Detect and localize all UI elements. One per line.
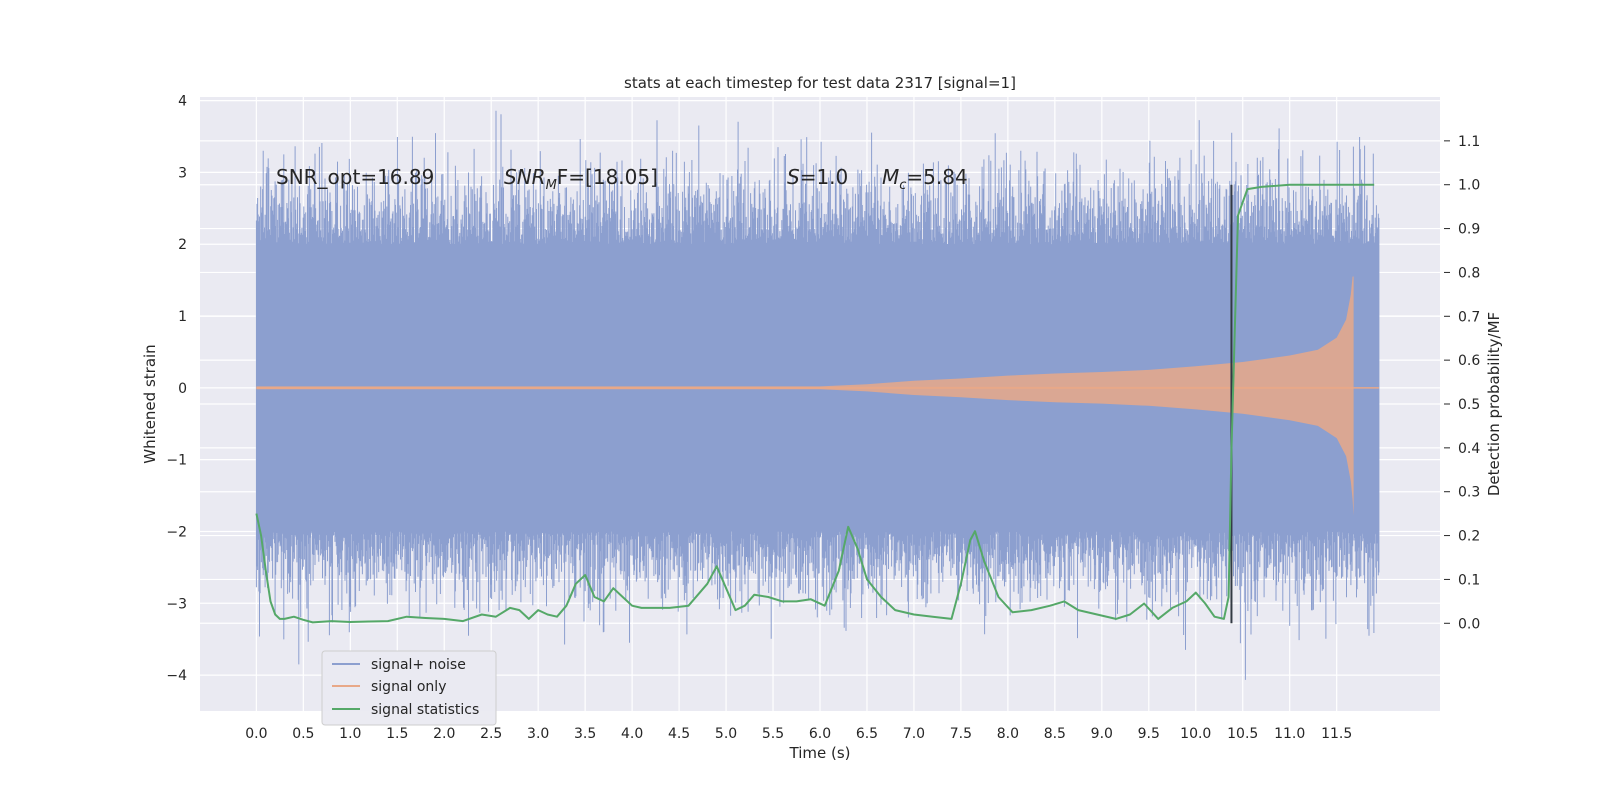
- y-tick-label-left: −1: [166, 453, 187, 469]
- y-tick-label-left: 1: [178, 309, 187, 325]
- snr-mf-sub: M: [546, 178, 557, 193]
- x-tick-label: 4.5: [668, 726, 690, 742]
- x-tick-label: 7.5: [950, 726, 972, 742]
- x-tick-label: 5.0: [715, 726, 737, 742]
- x-tick-label: 11.5: [1321, 726, 1352, 742]
- y-tick-label-left: 4: [178, 94, 187, 110]
- y-axis-label-left: Whitened strain: [141, 344, 159, 463]
- y-tick-label-right: 1.0: [1458, 178, 1480, 194]
- y-tick-label-right: 0.4: [1458, 441, 1480, 457]
- y-tick-label-left: −2: [166, 524, 187, 540]
- x-tick-labels: 0.0 0.5 1.0 1.5 2.0 2.5 3.0 3.5 4.0 4.5 5.0 5.5 6.0 6…: [245, 726, 1352, 742]
- x-tick-label: 8.0: [997, 726, 1019, 742]
- x-tick-label: 10.0: [1180, 726, 1211, 742]
- legend-label-signal-only: signal only: [371, 679, 446, 695]
- y-tick-label-left: 2: [178, 237, 187, 253]
- y-tick-labels-left: −4 −3 −2 −1 0 1 2 3 4: [166, 94, 187, 685]
- legend: signal+ noise signal only signal statist…: [321, 650, 497, 726]
- y-tick-label-left: 3: [178, 165, 187, 181]
- y-tick-label-left: 0: [178, 381, 187, 397]
- x-tick-label: 3.5: [574, 726, 596, 742]
- stat-line: [255, 183, 1375, 624]
- y-tick-label-left: −4: [166, 668, 187, 684]
- x-tick-label: 2.0: [433, 726, 455, 742]
- annotation-snr-mf: SNRMF=[18.05]: [504, 165, 658, 193]
- x-tick-label: 10.5: [1227, 726, 1258, 742]
- s-label: S: [787, 165, 800, 189]
- x-tick-label: 9.0: [1091, 726, 1113, 742]
- y-tick-label-right: 0.8: [1458, 265, 1480, 281]
- mc-sub: c: [899, 178, 906, 193]
- snr-mf-pre: SNR: [504, 165, 546, 189]
- x-axis-label: Time (s): [789, 744, 851, 762]
- legend-label-signal-noise: signal+ noise: [371, 657, 466, 673]
- x-tick-label: 7.0: [903, 726, 925, 742]
- x-tick-label: 8.5: [1044, 726, 1066, 742]
- legend-label-signal-statistics: signal statistics: [371, 702, 479, 718]
- snr-mf-post: F=[18.05]: [557, 165, 658, 189]
- x-tick-label: 1.0: [339, 726, 361, 742]
- annotation-snr-opt: SNR_opt=16.89: [276, 165, 434, 189]
- annotation-mc: Mc=5.84: [882, 165, 968, 193]
- signal-envelope: [256, 276, 1379, 516]
- y-tick-label-left: −3: [166, 596, 187, 612]
- x-tick-label: 0.5: [292, 726, 314, 742]
- annotation-s: S=1.0: [787, 165, 848, 189]
- x-tick-label: 4.0: [621, 726, 643, 742]
- signal-statistics-line: [255, 183, 1375, 624]
- x-tick-label: 9.5: [1138, 726, 1160, 742]
- x-tick-label: 1.5: [386, 726, 408, 742]
- y-tick-labels-right: 0.0 0.1 0.2 0.3 0.4 0.5 0.6 0.7 0.8 0.9 1.0 1.1: [1444, 134, 1480, 632]
- mc-label: M: [882, 165, 899, 189]
- y-tick-label-right: 0.0: [1458, 616, 1480, 632]
- y-tick-label-right: 0.6: [1458, 353, 1480, 369]
- x-tick-label: 5.5: [762, 726, 784, 742]
- y-tick-label-right: 0.5: [1458, 397, 1480, 413]
- mc-value: =5.84: [906, 165, 967, 189]
- y-tick-label-right: 1.1: [1458, 134, 1480, 150]
- s-value: =1.0: [800, 165, 849, 189]
- y-tick-label-right: 0.9: [1458, 222, 1480, 238]
- y-tick-label-right: 0.7: [1458, 309, 1480, 325]
- x-tick-label: 11.0: [1274, 726, 1305, 742]
- y-tick-label-right: 0.2: [1458, 529, 1480, 545]
- y-axis-label-right: Detection probability/MF: [1485, 312, 1503, 496]
- x-tick-label: 6.5: [856, 726, 878, 742]
- x-tick-label: 6.0: [809, 726, 831, 742]
- signal-envelope-fill: [256, 276, 1354, 516]
- y-tick-label-right: 0.1: [1458, 572, 1480, 588]
- x-tick-label: 0.0: [245, 726, 267, 742]
- legend-box: [321, 650, 497, 726]
- y-tick-label-right: 0.3: [1458, 485, 1480, 501]
- chart-title: stats at each timestep for test data 231…: [624, 74, 1016, 92]
- x-tick-label: 2.5: [480, 726, 502, 742]
- x-tick-label: 3.0: [527, 726, 549, 742]
